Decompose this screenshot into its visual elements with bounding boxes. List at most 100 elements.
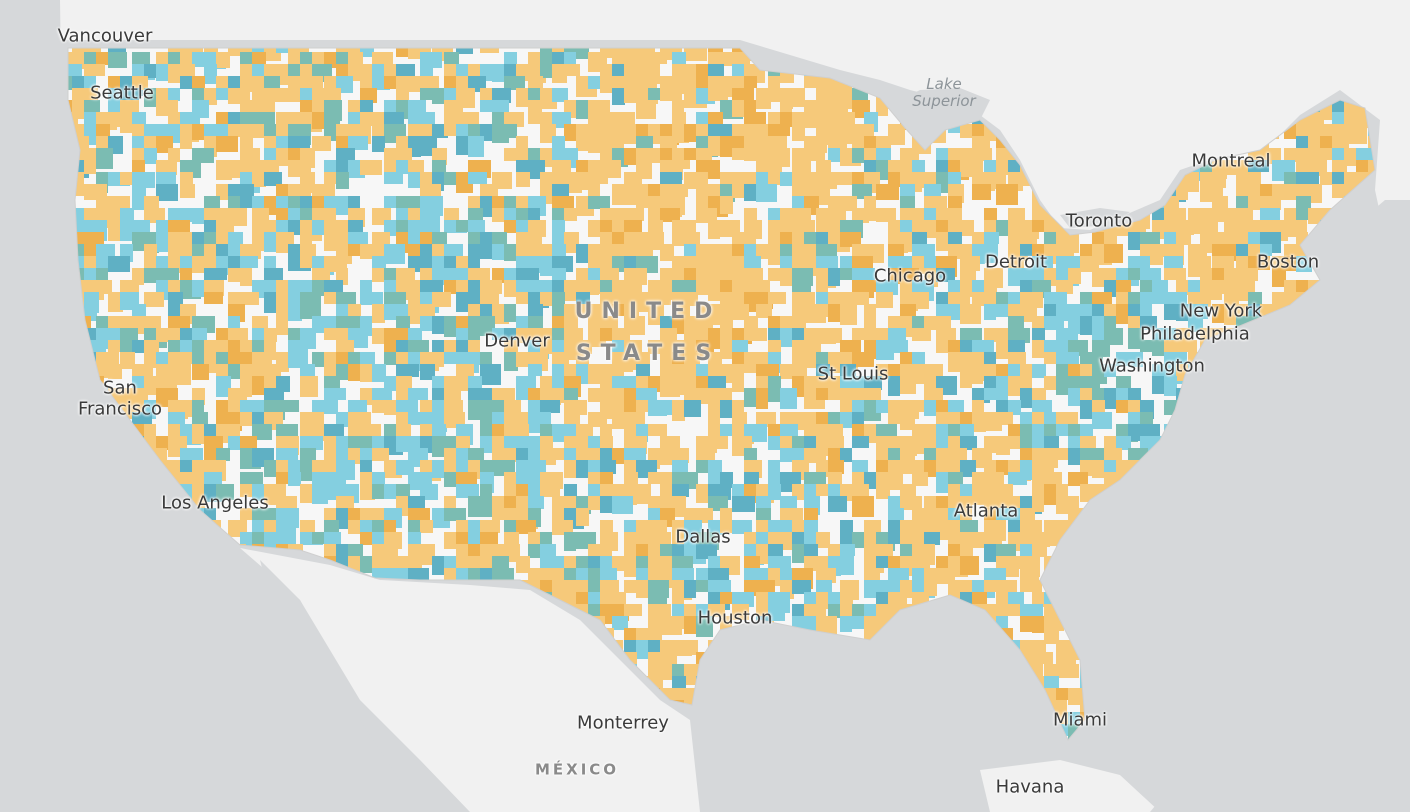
county-cell[interactable]: [408, 40, 431, 59]
county-cell[interactable]: [516, 268, 539, 281]
county-cell[interactable]: [192, 52, 206, 67]
county-cell[interactable]: [456, 76, 468, 88]
label-atlanta[interactable]: Atlanta: [953, 500, 1019, 522]
county-cell[interactable]: [492, 88, 511, 103]
label-st-louis[interactable]: St Louis: [817, 363, 889, 385]
county-cell[interactable]: [324, 232, 337, 251]
county-cell[interactable]: [1344, 196, 1364, 214]
county-cell[interactable]: [900, 220, 915, 233]
county-cell[interactable]: [132, 388, 148, 403]
county-cell[interactable]: [432, 352, 444, 367]
county-cell[interactable]: [756, 184, 777, 202]
county-cell[interactable]: [396, 484, 410, 498]
county-cell[interactable]: [780, 100, 792, 113]
county-cell[interactable]: [636, 484, 651, 504]
county-cell[interactable]: [708, 604, 725, 617]
county-cell[interactable]: [600, 40, 620, 58]
county-cell[interactable]: [1056, 544, 1068, 565]
county-cell[interactable]: [384, 544, 398, 558]
county-cell[interactable]: [768, 376, 781, 390]
county-cell[interactable]: [732, 520, 752, 534]
county-cell[interactable]: [1284, 244, 1296, 256]
county-cell[interactable]: [288, 184, 311, 196]
county-cell[interactable]: [528, 436, 541, 451]
county-cell[interactable]: [828, 136, 847, 150]
county-cell[interactable]: [672, 688, 686, 700]
county-cell[interactable]: [672, 184, 688, 197]
county-cell[interactable]: [216, 484, 234, 500]
county-cell[interactable]: [1008, 376, 1020, 396]
county-cell[interactable]: [732, 244, 745, 258]
county-cell[interactable]: [960, 220, 974, 236]
county-cell[interactable]: [132, 112, 146, 125]
county-cell[interactable]: [288, 304, 302, 321]
county-cell[interactable]: [408, 556, 422, 570]
county-cell[interactable]: [876, 280, 898, 295]
county-cell[interactable]: [168, 280, 181, 294]
county-cell[interactable]: [1260, 244, 1272, 256]
county-cell[interactable]: [288, 40, 309, 52]
county-cell[interactable]: [120, 328, 138, 340]
county-cell[interactable]: [912, 328, 931, 341]
county-cell[interactable]: [120, 436, 141, 448]
county-cell[interactable]: [324, 388, 346, 400]
county-cell[interactable]: [576, 268, 590, 281]
county-cell[interactable]: [360, 100, 373, 113]
county-cell[interactable]: [552, 88, 568, 102]
county-cell[interactable]: [1260, 208, 1280, 222]
county-cell[interactable]: [528, 148, 540, 160]
county-cell[interactable]: [624, 448, 646, 462]
county-cell[interactable]: [960, 256, 980, 271]
county-cell[interactable]: [324, 280, 343, 292]
county-cell[interactable]: [192, 484, 204, 497]
county-cell[interactable]: [792, 88, 805, 107]
county-cell[interactable]: [324, 352, 337, 365]
county-cell[interactable]: [876, 364, 889, 379]
county-cell[interactable]: [804, 544, 818, 558]
county-cell[interactable]: [1176, 340, 1197, 352]
county-cell[interactable]: [192, 280, 206, 297]
county-cell[interactable]: [852, 328, 866, 340]
county-cell[interactable]: [708, 88, 728, 101]
county-cell[interactable]: [360, 40, 374, 57]
county-cell[interactable]: [1308, 136, 1323, 149]
label-boston[interactable]: Boston: [1256, 251, 1320, 273]
county-cell[interactable]: [348, 232, 368, 245]
county-cell[interactable]: [528, 112, 542, 124]
county-cell[interactable]: [108, 328, 120, 343]
county-cell[interactable]: [1344, 208, 1359, 226]
county-cell[interactable]: [204, 64, 217, 84]
county-cell[interactable]: [732, 52, 750, 66]
county-cell[interactable]: [888, 340, 908, 353]
county-cell[interactable]: [660, 664, 675, 680]
county-cell[interactable]: [720, 400, 732, 418]
county-cell[interactable]: [552, 220, 565, 232]
county-cell[interactable]: [1332, 160, 1347, 172]
county-cell[interactable]: [432, 556, 447, 575]
county-cell[interactable]: [828, 268, 840, 286]
county-cell[interactable]: [192, 124, 207, 140]
county-cell[interactable]: [708, 436, 728, 449]
county-cell[interactable]: [1224, 292, 1239, 305]
county-cell[interactable]: [300, 376, 318, 397]
county-cell[interactable]: [1236, 268, 1258, 281]
county-cell[interactable]: [1164, 376, 1177, 396]
county-cell[interactable]: [132, 448, 146, 468]
county-cell[interactable]: [324, 520, 339, 533]
county-cell[interactable]: [684, 520, 702, 532]
county-cell[interactable]: [864, 208, 877, 221]
county-cell[interactable]: [972, 292, 986, 306]
county-cell[interactable]: [600, 316, 618, 328]
county-cell[interactable]: [552, 520, 573, 535]
county-cell[interactable]: [684, 640, 698, 655]
county-cell[interactable]: [144, 316, 161, 329]
county-cell[interactable]: [1260, 196, 1281, 210]
county-cell[interactable]: [996, 544, 1016, 556]
county-cell[interactable]: [168, 412, 185, 425]
county-cell[interactable]: [876, 184, 899, 200]
county-cell[interactable]: [144, 148, 157, 164]
county-cell[interactable]: [216, 88, 228, 100]
county-cell[interactable]: [504, 328, 518, 342]
label-havana[interactable]: Havana: [995, 776, 1065, 798]
county-cell[interactable]: [384, 304, 396, 320]
